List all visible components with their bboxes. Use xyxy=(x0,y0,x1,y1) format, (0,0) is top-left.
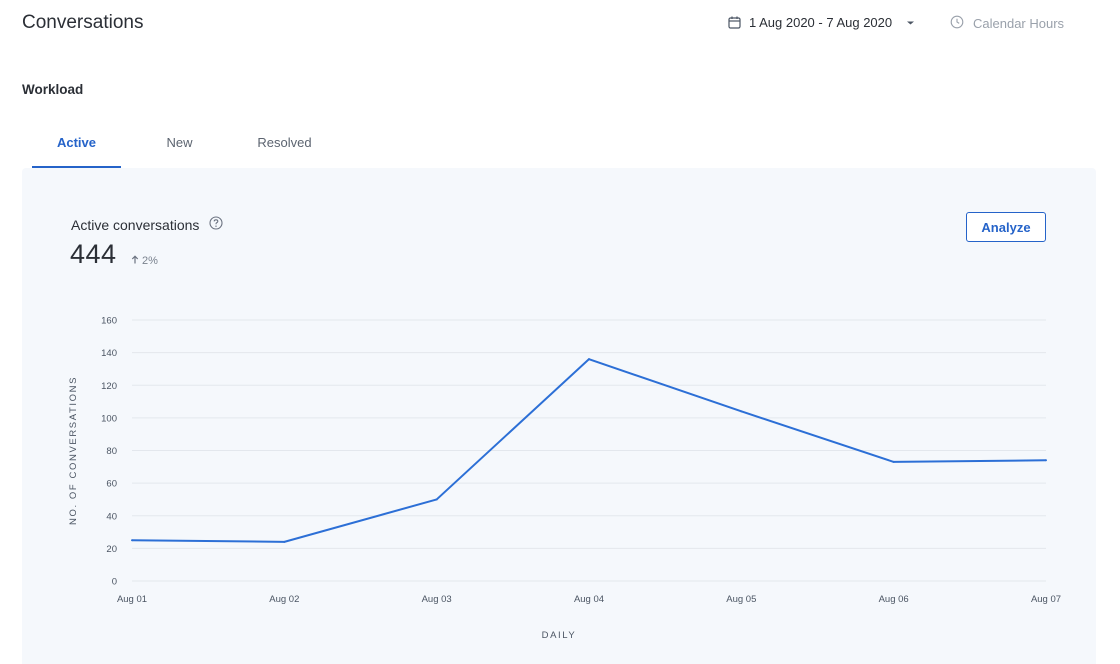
x-axis-title: DAILY xyxy=(542,630,577,641)
chevron-down-icon xyxy=(906,20,915,26)
y-tick-label: 160 xyxy=(101,316,117,327)
tab-resolved[interactable]: Resolved xyxy=(257,135,312,150)
x-axis-ticks: Aug 01 Aug 02 Aug 03 Aug 04 Aug 05 Aug 06 Aug … xyxy=(117,594,1061,605)
x-tick-label: Aug 02 xyxy=(269,594,299,605)
y-tick-label: 140 xyxy=(101,348,117,359)
x-tick-label: Aug 06 xyxy=(879,594,909,605)
y-tick-label: 100 xyxy=(101,413,117,424)
y-tick-label: 120 xyxy=(101,381,117,392)
tab-new[interactable]: New xyxy=(166,135,193,150)
chart-series xyxy=(131,358,1047,543)
metric-change: 2% xyxy=(131,255,158,267)
calendar-icon xyxy=(728,16,741,29)
date-range-picker[interactable]: 1 Aug 2020 - 7 Aug 2020 xyxy=(728,15,915,30)
metric-label-text: Active conversations xyxy=(71,216,200,233)
x-tick-label: Aug 07 xyxy=(1031,594,1061,605)
metric-change-value: 2% xyxy=(142,255,158,267)
date-range-label: 1 Aug 2020 - 7 Aug 2020 xyxy=(749,15,893,30)
y-axis-title: NO. OF CONVERSATIONS xyxy=(68,376,79,525)
analyze-button[interactable]: Analyze xyxy=(966,212,1046,242)
metric-label: Active conversations xyxy=(71,216,223,233)
chart-gridlines xyxy=(132,319,1046,582)
x-tick-label: Aug 03 xyxy=(422,594,452,605)
clock-icon xyxy=(950,15,964,32)
calendar-hours-selector[interactable]: Calendar Hours xyxy=(950,15,1064,32)
chart-panel: Active conversations 444 2% Analyze 0 20 4… xyxy=(22,168,1096,664)
arrow-up-icon xyxy=(131,255,139,267)
page-title: Conversations xyxy=(22,12,144,33)
y-tick-label: 40 xyxy=(106,511,117,522)
y-axis-ticks: 0 20 40 60 80 100 120 140 160 xyxy=(101,316,117,588)
calendar-hours-label: Calendar Hours xyxy=(973,16,1065,31)
data-point xyxy=(892,460,895,463)
metric-value: 444 xyxy=(70,239,117,269)
line-chart: 0 20 40 60 80 100 120 140 160 Aug 01 Aug 02 Aug 03… xyxy=(68,316,1061,642)
y-tick-label: 0 xyxy=(112,577,117,588)
data-point xyxy=(588,358,590,361)
data-point xyxy=(435,498,438,501)
x-tick-label: Aug 05 xyxy=(726,594,756,605)
tab-active[interactable]: Active xyxy=(32,124,121,168)
y-tick-label: 60 xyxy=(106,479,117,490)
y-tick-label: 80 xyxy=(106,446,117,457)
x-tick-label: Aug 01 xyxy=(117,594,147,605)
y-tick-label: 20 xyxy=(106,544,117,555)
x-tick-label: Aug 04 xyxy=(574,594,604,605)
data-point xyxy=(1045,459,1047,462)
data-point xyxy=(740,410,743,413)
help-icon[interactable] xyxy=(209,216,223,233)
data-point xyxy=(131,539,133,542)
section-title-workload: Workload xyxy=(22,82,84,97)
data-point xyxy=(283,540,286,543)
